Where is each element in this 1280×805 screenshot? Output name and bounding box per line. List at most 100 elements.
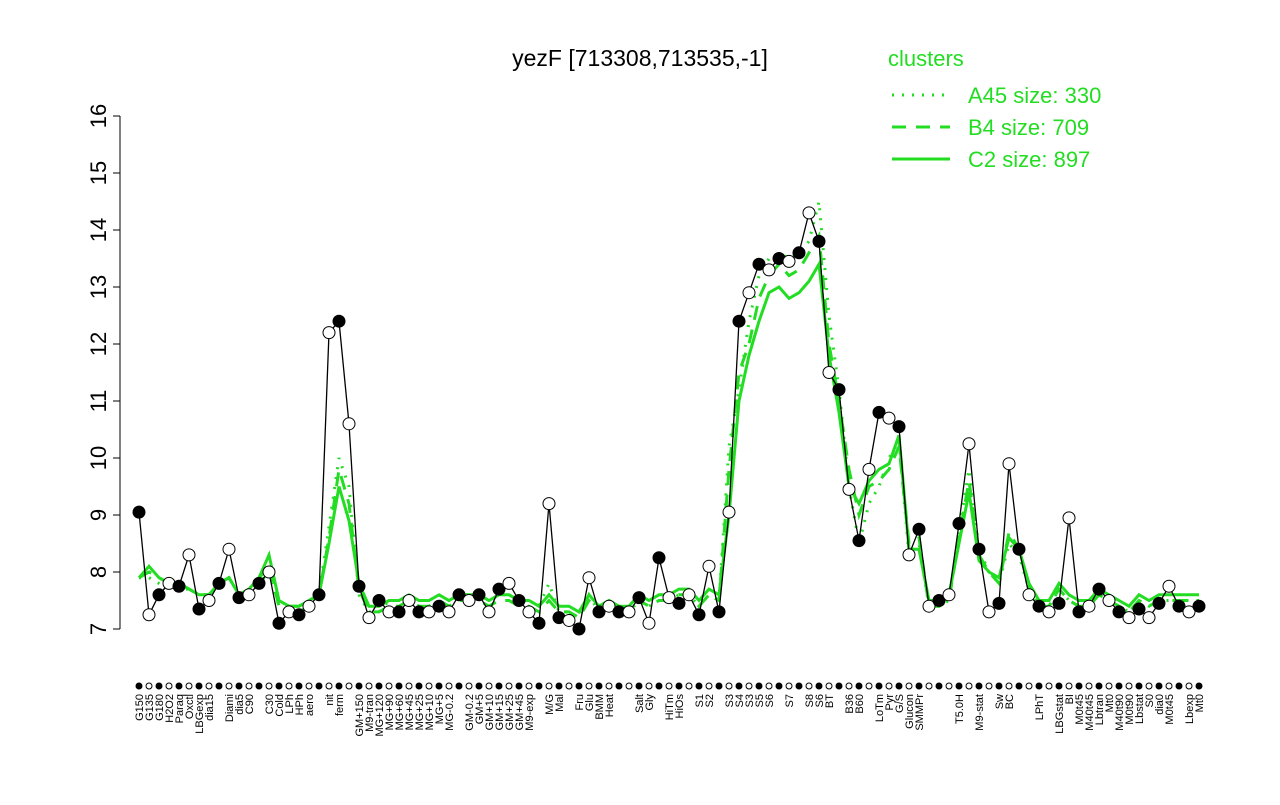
category-dot	[795, 682, 803, 690]
data-point	[322, 326, 336, 340]
data-point	[152, 588, 166, 602]
data-point	[222, 542, 236, 556]
data-point	[602, 599, 616, 613]
data-point	[342, 417, 356, 431]
x-tick-label: C90	[244, 694, 256, 714]
data-point	[372, 594, 386, 607]
x-tick-label: Diami	[224, 694, 236, 722]
data-point	[682, 588, 696, 602]
data-point	[1122, 611, 1136, 625]
data-point	[1182, 605, 1196, 619]
data-point	[182, 548, 196, 562]
y-tick-label: 16	[86, 104, 111, 128]
data-line	[138, 210, 1200, 631]
x-tick-label: G/S	[894, 694, 906, 713]
x-tick-label: S0	[1144, 694, 1156, 707]
x-tick-label: dia5	[234, 694, 246, 715]
category-dot	[1145, 682, 1153, 690]
category-dot	[915, 682, 923, 690]
x-tick-label: S3	[744, 694, 756, 707]
data-point	[472, 588, 486, 602]
x-tick-label: Glu	[584, 694, 596, 711]
data-point	[952, 517, 966, 531]
data-point	[892, 420, 906, 434]
data-point	[262, 565, 276, 579]
x-tick-label: M40t45	[1084, 694, 1096, 731]
x-tick-label: MG+25	[414, 694, 426, 730]
category-dot	[535, 682, 543, 690]
category-dot	[265, 682, 273, 690]
data-point	[352, 579, 366, 593]
x-tick-label: GM+45	[514, 694, 526, 730]
category-dot	[735, 682, 743, 690]
category-dot	[175, 682, 183, 690]
category-dot	[295, 682, 303, 690]
category-dot	[885, 682, 893, 690]
x-tick-label: MG+120	[374, 694, 386, 737]
category-dot	[785, 682, 793, 690]
x-tick-label: GM+10	[484, 694, 496, 730]
category-dot	[195, 682, 203, 690]
data-point	[272, 616, 286, 630]
category-dot	[245, 682, 253, 690]
data-point	[822, 366, 836, 379]
data-point	[592, 605, 606, 619]
x-tick-label: S5	[754, 694, 766, 707]
data-point	[812, 234, 826, 248]
category-dot	[935, 682, 943, 690]
category-dot	[455, 682, 463, 690]
data-point	[1062, 511, 1076, 525]
category-dot	[505, 682, 513, 690]
category-dot	[685, 682, 693, 690]
category-dot	[645, 682, 653, 690]
x-tick-label: BI	[1064, 694, 1076, 704]
category-dot	[285, 682, 293, 690]
data-point	[832, 383, 846, 397]
data-point	[1092, 582, 1106, 596]
y-tick-label: 7	[86, 623, 111, 635]
data-point	[662, 591, 676, 605]
x-tick-label: T5.0H	[954, 694, 966, 724]
category-dot	[545, 682, 553, 690]
category-dot	[445, 682, 453, 690]
x-tick-label: S3	[724, 694, 736, 707]
x-tick-label: HiTm	[664, 694, 676, 720]
category-dot	[1055, 682, 1063, 690]
data-point	[312, 588, 326, 602]
data-point	[642, 616, 656, 630]
category-dot	[405, 682, 413, 690]
data-point	[1112, 605, 1126, 619]
x-tick-label: Cold	[274, 694, 286, 717]
data-point	[1142, 611, 1156, 625]
category-dot	[365, 682, 373, 690]
data-point	[992, 596, 1006, 610]
y-tick-label: 12	[86, 332, 111, 356]
x-tick-label: S7	[784, 694, 796, 707]
x-tick-label: M9-tran	[364, 694, 376, 732]
x-tick-label: LPh	[284, 694, 296, 714]
data-point	[482, 605, 496, 619]
x-tick-label: Gly	[644, 694, 656, 711]
x-tick-label: GM+5	[474, 694, 486, 724]
category-dot	[305, 682, 313, 690]
data-point	[362, 611, 376, 625]
data-point	[972, 542, 986, 556]
x-tick-label: HiOs	[674, 694, 686, 719]
data-point	[302, 599, 316, 613]
data-point	[712, 605, 726, 619]
x-tick-label: S2	[704, 694, 716, 707]
category-dot	[875, 682, 883, 690]
data-point	[632, 591, 646, 605]
category-dot	[325, 682, 333, 690]
data-point	[962, 437, 976, 451]
data-point	[922, 599, 936, 613]
category-dot	[765, 682, 773, 690]
data-point	[452, 588, 466, 602]
data-point	[1022, 588, 1036, 602]
data-point	[852, 534, 866, 548]
data-point	[792, 246, 806, 260]
data-point	[1102, 594, 1116, 607]
data-point	[1042, 605, 1056, 619]
x-tick-label: Paraq	[174, 694, 186, 723]
y-tick-label: 8	[86, 566, 111, 578]
